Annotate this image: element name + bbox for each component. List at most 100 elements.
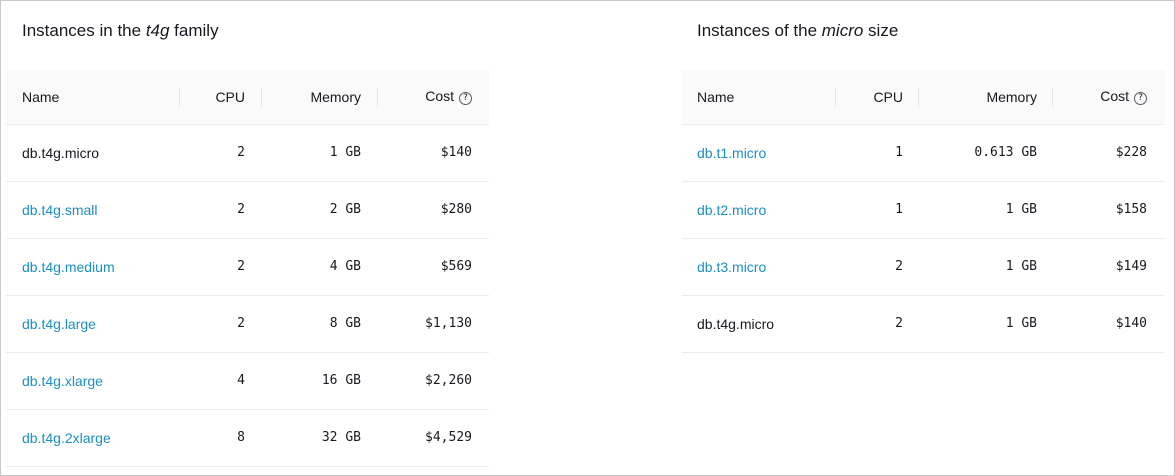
cpu-cell: 2 bbox=[179, 295, 261, 353]
cpu-cell: 2 bbox=[835, 295, 918, 353]
cost-cell: $158 bbox=[1052, 181, 1165, 239]
cpu-cell: 2 bbox=[179, 124, 261, 182]
column-header-memory[interactable]: Memory bbox=[918, 70, 1052, 125]
cpu-cell: 2 bbox=[179, 238, 261, 296]
cost-value: $140 bbox=[1115, 316, 1147, 331]
table-row: db.t4g.micro 2 1 GB $140 bbox=[682, 295, 1165, 353]
memory-value: 1 GB bbox=[1005, 259, 1037, 274]
table-row: db.t3.micro 2 1 GB $149 bbox=[682, 238, 1165, 296]
name-cell: db.t4g.medium bbox=[6, 238, 179, 296]
question-circle-icon[interactable]: ? bbox=[459, 92, 472, 106]
table-row: db.t4g.medium 2 4 GB $569 bbox=[6, 238, 489, 296]
table-row: db.t4g.small 2 2 GB $280 bbox=[6, 181, 489, 239]
column-header-cost-label: Cost bbox=[425, 88, 454, 105]
cpu-cell: 1 bbox=[835, 124, 918, 182]
cpu-cell: 2 bbox=[179, 181, 261, 239]
cost-value: $140 bbox=[440, 145, 472, 160]
memory-cell: 4 GB bbox=[261, 238, 377, 296]
memory-cell: 1 GB bbox=[261, 124, 377, 182]
instances-table: Name CPU Memory Cost? db.t4g.micro 2 1 GB $… bbox=[6, 70, 489, 467]
name-cell: db.t3.micro bbox=[682, 238, 835, 296]
cpu-cell: 4 bbox=[179, 352, 261, 410]
instance-name: db.t4g.micro bbox=[697, 315, 775, 332]
cost-value: $4,529 bbox=[425, 430, 472, 445]
cost-cell: $140 bbox=[377, 124, 489, 182]
instance-link[interactable]: db.t1.micro bbox=[697, 144, 767, 161]
cost-value: $1,130 bbox=[425, 316, 472, 331]
panel-title: Instances in the t4g family bbox=[22, 21, 219, 41]
table-row: db.t1.micro 1 0.613 GB $228 bbox=[682, 124, 1165, 182]
name-cell: db.t4g.2xlarge bbox=[6, 409, 179, 467]
instance-link[interactable]: db.t4g.2xlarge bbox=[22, 429, 111, 446]
memory-cell: 1 GB bbox=[918, 181, 1052, 239]
cost-cell: $140 bbox=[1052, 295, 1165, 353]
cpu-cell: 2 bbox=[835, 238, 918, 296]
title-text: size bbox=[863, 21, 899, 40]
name-cell: db.t4g.small bbox=[6, 181, 179, 239]
cpu-value: 1 bbox=[895, 145, 903, 160]
instance-link[interactable]: db.t4g.small bbox=[22, 201, 98, 218]
cost-cell: $228 bbox=[1052, 124, 1165, 182]
memory-cell: 32 GB bbox=[261, 409, 377, 467]
memory-value: 1 GB bbox=[1005, 316, 1037, 331]
column-header-name[interactable]: Name bbox=[682, 70, 835, 125]
memory-cell: 1 GB bbox=[918, 295, 1052, 353]
memory-value: 1 GB bbox=[329, 145, 361, 160]
cpu-value: 2 bbox=[237, 202, 245, 217]
cost-value: $228 bbox=[1115, 145, 1147, 160]
instance-link[interactable]: db.t4g.xlarge bbox=[22, 372, 103, 389]
cpu-cell: 1 bbox=[835, 181, 918, 239]
cpu-value: 8 bbox=[237, 430, 245, 445]
cost-value: $280 bbox=[440, 202, 472, 217]
cpu-value: 2 bbox=[895, 316, 903, 331]
name-cell: db.t4g.xlarge bbox=[6, 352, 179, 410]
title-emphasis: micro bbox=[821, 21, 864, 40]
cpu-value: 1 bbox=[895, 202, 903, 217]
table-header-row: Name CPU Memory Cost? bbox=[6, 70, 489, 125]
name-cell: db.t4g.micro bbox=[682, 295, 835, 353]
memory-value: 1 GB bbox=[1005, 202, 1037, 217]
cost-value: $149 bbox=[1115, 259, 1147, 274]
cpu-value: 2 bbox=[237, 316, 245, 331]
column-header-cpu[interactable]: CPU bbox=[835, 70, 918, 125]
memory-value: 8 GB bbox=[329, 316, 361, 331]
memory-cell: 8 GB bbox=[261, 295, 377, 353]
instance-link[interactable]: db.t4g.medium bbox=[22, 258, 115, 275]
memory-value: 32 GB bbox=[321, 430, 361, 445]
name-cell: db.t1.micro bbox=[682, 124, 835, 182]
instance-link[interactable]: db.t3.micro bbox=[697, 258, 767, 275]
memory-cell: 2 GB bbox=[261, 181, 377, 239]
cost-cell: $1,130 bbox=[377, 295, 489, 353]
title-emphasis: t4g bbox=[145, 21, 170, 40]
column-header-memory[interactable]: Memory bbox=[261, 70, 377, 125]
cost-cell: $280 bbox=[377, 181, 489, 239]
title-text: Instances of the bbox=[697, 21, 822, 40]
table-row: db.t2.micro 1 1 GB $158 bbox=[682, 181, 1165, 239]
column-header-cpu[interactable]: CPU bbox=[179, 70, 261, 125]
cpu-cell: 8 bbox=[179, 409, 261, 467]
instances-table: Name CPU Memory Cost? db.t1.micro 1 0.613 … bbox=[682, 70, 1165, 353]
table-row: db.t4g.large 2 8 GB $1,130 bbox=[6, 295, 489, 353]
memory-value: 16 GB bbox=[321, 373, 361, 388]
table-header-row: Name CPU Memory Cost? bbox=[682, 70, 1165, 125]
column-header-cost-label: Cost bbox=[1100, 88, 1129, 105]
column-header-cost[interactable]: Cost? bbox=[377, 70, 489, 125]
cpu-value: 4 bbox=[237, 373, 245, 388]
cost-value: $158 bbox=[1115, 202, 1147, 217]
cost-cell: $149 bbox=[1052, 238, 1165, 296]
column-header-cost[interactable]: Cost? bbox=[1052, 70, 1165, 125]
cost-value: $569 bbox=[440, 259, 472, 274]
cpu-value: 2 bbox=[237, 145, 245, 160]
memory-value: 0.613 GB bbox=[974, 145, 1037, 160]
title-text: family bbox=[169, 21, 219, 40]
column-header-name[interactable]: Name bbox=[6, 70, 179, 125]
name-cell: db.t4g.micro bbox=[6, 124, 179, 182]
cost-cell: $2,260 bbox=[377, 352, 489, 410]
memory-cell: 16 GB bbox=[261, 352, 377, 410]
instance-link[interactable]: db.t2.micro bbox=[697, 201, 767, 218]
table-row: db.t4g.micro 2 1 GB $140 bbox=[6, 124, 489, 182]
instance-link[interactable]: db.t4g.large bbox=[22, 315, 96, 332]
question-circle-icon[interactable]: ? bbox=[1134, 92, 1147, 106]
cost-cell: $4,529 bbox=[377, 409, 489, 467]
memory-cell: 0.613 GB bbox=[918, 124, 1052, 182]
